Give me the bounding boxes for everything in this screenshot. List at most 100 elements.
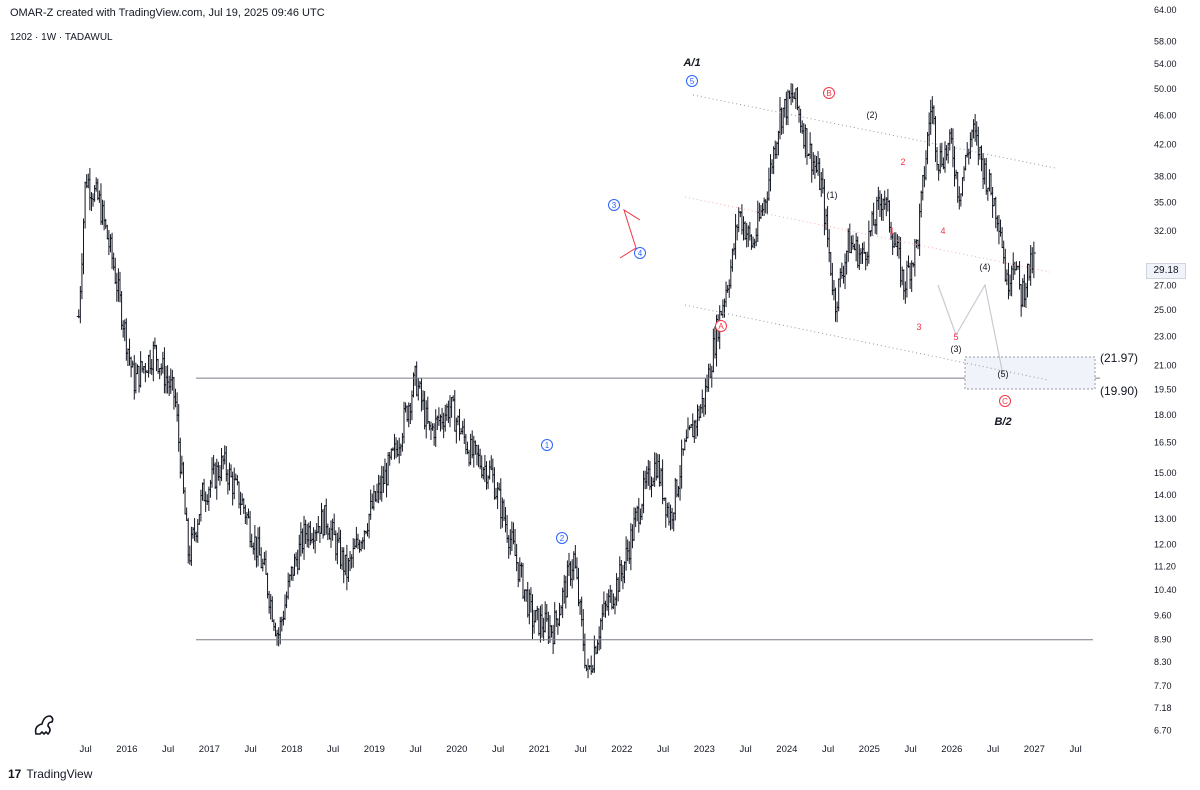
y-tick-label: 27.00 (1154, 280, 1177, 290)
y-tick-label: 7.70 (1154, 681, 1172, 691)
minor-wave: (5) (998, 369, 1009, 379)
x-tick-label: 2020 (446, 744, 467, 755)
wave4-triangle (619, 208, 641, 259)
x-tick-label: 2027 (1024, 744, 1045, 755)
ohlc-bars (76, 83, 1036, 679)
x-tick-label: Jul (987, 744, 999, 755)
projection-path (937, 283, 1004, 376)
tradingview-logo-icon: 17 (8, 767, 22, 781)
target-zone (964, 356, 1096, 390)
x-tick-label: Jul (162, 744, 174, 755)
x-tick-label: 2021 (529, 744, 550, 755)
red-wave-B: B (826, 89, 831, 98)
blue-wave-2-circle (556, 532, 568, 544)
y-tick-label: 14.00 (1154, 490, 1177, 500)
y-tick-label: 13.00 (1154, 514, 1177, 524)
sub-wave: 5 (953, 332, 958, 342)
y-tick-label: 21.00 (1154, 361, 1177, 371)
red-wave-B-circle (823, 87, 835, 99)
sub-wave: 3 (916, 322, 921, 332)
x-tick-label: 2023 (694, 744, 715, 755)
y-tick-label: 7.18 (1154, 703, 1172, 713)
x-tick-label: Jul (410, 744, 422, 755)
blue-wave-3-circle (608, 199, 620, 211)
x-tick-label: 2024 (776, 744, 797, 755)
symbol-line: 1202 · 1W · TADAWUL (10, 32, 113, 43)
x-tick-label: Jul (822, 744, 834, 755)
upper-level-label: (21.97) (1100, 351, 1139, 365)
sub-wave: 1 (889, 226, 894, 236)
x-tick-label: Jul (80, 744, 92, 755)
red-wave-C-circle (999, 395, 1011, 407)
y-tick-label: 50.00 (1154, 84, 1177, 94)
x-tick-label: Jul (575, 744, 587, 755)
tradingview-footer[interactable]: 17 TradingView (8, 767, 92, 781)
y-tick-label: 23.00 (1154, 332, 1177, 342)
wave-title-b2: B/2 (994, 416, 1011, 428)
minor-wave: (2) (867, 110, 878, 120)
y-tick-label: 58.00 (1154, 36, 1177, 46)
channel-top (692, 94, 1056, 169)
blue-wave-4-circle (634, 247, 646, 259)
wave-labels: 1 2 3 4 5 A B C (1) (2) (3) (4) (5) 1 2 3 4 5 A/1 B/2 (541, 57, 1012, 544)
y-tick-label: 25.00 (1154, 305, 1177, 315)
x-tick-label: Jul (657, 744, 669, 755)
y-tick-label: 8.30 (1154, 657, 1172, 667)
x-tick-label: Jul (327, 744, 339, 755)
sub-wave: 2 (900, 157, 905, 167)
drawings (196, 94, 1100, 641)
y-tick-label: 16.50 (1154, 438, 1177, 448)
wave-title-a1: A/1 (682, 57, 700, 69)
x-tick-label: Jul (905, 744, 917, 755)
y-tick-label: 35.00 (1154, 198, 1177, 208)
y-tick-label: 38.00 (1154, 171, 1177, 181)
lower-level-label: (19.90) (1100, 384, 1139, 398)
dino-icon (34, 715, 54, 736)
x-tick-label: 2022 (611, 744, 632, 755)
red-wave-C: C (1002, 397, 1008, 406)
blue-wave-2: 2 (560, 534, 565, 543)
x-tick-label: Jul (245, 744, 257, 755)
blue-wave-5-circle (686, 75, 698, 87)
y-tick-label: 15.00 (1154, 468, 1177, 478)
y-tick-label: 54.00 (1154, 59, 1177, 69)
y-tick-label: 32.00 (1154, 226, 1177, 236)
y-tick-label: 8.90 (1154, 635, 1172, 645)
x-tick-label: 2017 (199, 744, 220, 755)
blue-wave-3: 3 (612, 201, 617, 210)
last-price-tag: 29.18 (1146, 263, 1186, 279)
y-tick-label: 18.00 (1154, 410, 1177, 420)
tradingview-brand: TradingView (26, 767, 93, 781)
blue-wave-4: 4 (638, 249, 643, 258)
x-tick-label: Jul (1070, 744, 1082, 755)
x-tick-label: 2016 (116, 744, 137, 755)
x-tick-label: Jul (492, 744, 504, 755)
y-tick-label: 46.00 (1154, 110, 1177, 120)
x-tick-label: 2019 (364, 744, 385, 755)
time-axis: Jul 2016 Jul 2017 Jul 2018 Jul 2019 Jul 2020 Jul 20… (80, 744, 1082, 755)
channel-bottom (684, 304, 1049, 381)
sub-wave: 4 (940, 226, 945, 236)
y-tick-label: 19.50 (1154, 384, 1177, 394)
y-tick-label: 64.00 (1154, 5, 1177, 15)
y-tick-label: 12.00 (1154, 539, 1177, 549)
red-wave-A-circle (715, 320, 727, 332)
y-tick-label: 10.40 (1154, 585, 1177, 595)
minor-wave: (1) (827, 190, 838, 200)
x-tick-label: Jul (740, 744, 752, 755)
y-tick-label: 11.20 (1154, 561, 1176, 571)
blue-wave-1-circle (541, 439, 553, 451)
x-tick-label: 2018 (281, 744, 302, 755)
y-tick-label: 42.00 (1154, 139, 1177, 149)
chart-caption: OMAR-Z created with TradingView.com, Jul… (10, 7, 325, 19)
price-axis: 64.00 58.00 54.00 50.00 46.00 42.00 38.00 35.00… (1154, 5, 1177, 735)
minor-wave: (4) (980, 262, 991, 272)
minor-wave: (3) (951, 344, 962, 354)
y-tick-label: 6.70 (1154, 725, 1172, 735)
blue-wave-1: 1 (545, 441, 550, 450)
y-tick-label: 9.60 (1154, 611, 1172, 621)
red-wave-A: A (718, 322, 724, 331)
x-tick-label: 2026 (941, 744, 962, 755)
blue-wave-5: 5 (690, 77, 695, 86)
